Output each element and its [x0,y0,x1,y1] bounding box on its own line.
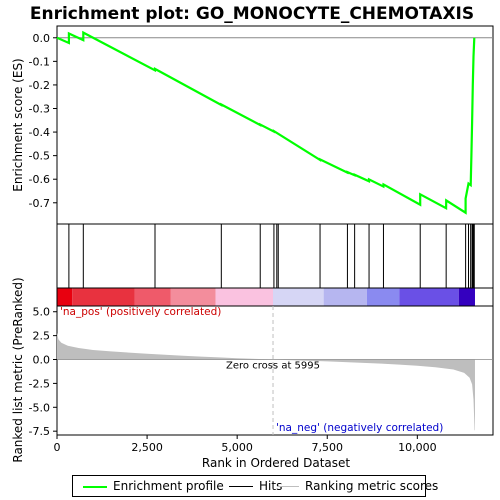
x-tick-label: 0 [54,441,61,454]
es-y-tick-label: -0.5 [29,150,50,163]
metric-y-tick-label: 2.5 [33,330,51,343]
metric-plot-frame [56,305,494,436]
hits-frame [56,223,494,289]
metric-y-tick-label: -2.5 [29,377,50,390]
es-y-tick-label: -0.1 [29,55,50,68]
metric-y-tick-label: -5.0 [29,401,50,414]
es-plot-frame [56,25,494,225]
legend-label-profile: Enrichment profile [113,479,224,493]
colorbar-segment [323,288,367,306]
colorbar-segment [366,288,400,306]
legend-swatch-metric [277,486,299,487]
positive-correlation-label: 'na_pos' (positively correlated) [60,306,221,318]
legend-label-metric: Ranking metric scores [305,479,439,493]
es-y-axis-label: Enrichment score (ES) [11,58,25,191]
colorbar-segment [72,288,135,306]
x-axis-label: Rank in Ordered Dataset [202,456,350,470]
enrichment-score-panel: 0.0 -0.1 -0.2 -0.3 -0.4 -0.5 -0.6 -0.7 [29,25,494,225]
colorbar-segment [399,288,459,306]
legend-swatch-hits [229,486,253,487]
rank-colorbar [56,287,494,307]
es-y-tick-label: -0.7 [29,197,50,210]
metric-y-tick-label: -7.5 [29,425,50,438]
zero-cross-label: Zero cross at 5995 [226,361,320,372]
x-tick-label: 10,000 [398,441,437,454]
ranked-metric-panel: 5.0 2.5 0.0 -2.5 -5.0 -7.5 Zero cross at 5995 '… [29,305,494,438]
chart-title: Enrichment plot: GO_MONOCYTE_CHEMOTAXIS [30,4,474,24]
legend-swatch-profile [83,486,107,488]
es-y-tick-label: 0.0 [33,32,51,45]
x-tick-label: 2,500 [131,441,163,454]
colorbar-segment [273,288,324,306]
legend-label-hits: Hits [259,479,283,493]
ranking-metric-area [57,332,475,431]
x-tick-label: 7,500 [311,441,343,454]
es-y-tick-label: -0.6 [29,173,50,186]
enrichment-profile-line [56,30,476,215]
negative-correlation-label: 'na_neg' (negatively correlated) [276,422,443,434]
metric-y-tick-label: 5.0 [33,306,51,319]
colorbar-segment [170,288,216,306]
es-y-tick-label: -0.4 [29,126,50,139]
legend: Enrichment profile Hits Ranking metric s… [72,475,438,497]
es-y-tick-label: -0.3 [29,103,50,116]
hits-panel [56,223,494,289]
metric-y-tick-label: 0.0 [33,354,51,367]
colorbar-segment [458,288,475,306]
colorbar-segment [57,288,73,306]
x-axis: 0 2,500 5,000 7,500 10,000 [54,435,437,454]
x-tick-label: 5,000 [221,441,253,454]
colorbar-segment [215,288,274,306]
es-y-tick-label: -0.2 [29,79,50,92]
metric-y-axis-label: Ranked list metric (PreRanked) [11,277,25,462]
colorbar-segment [134,288,171,306]
